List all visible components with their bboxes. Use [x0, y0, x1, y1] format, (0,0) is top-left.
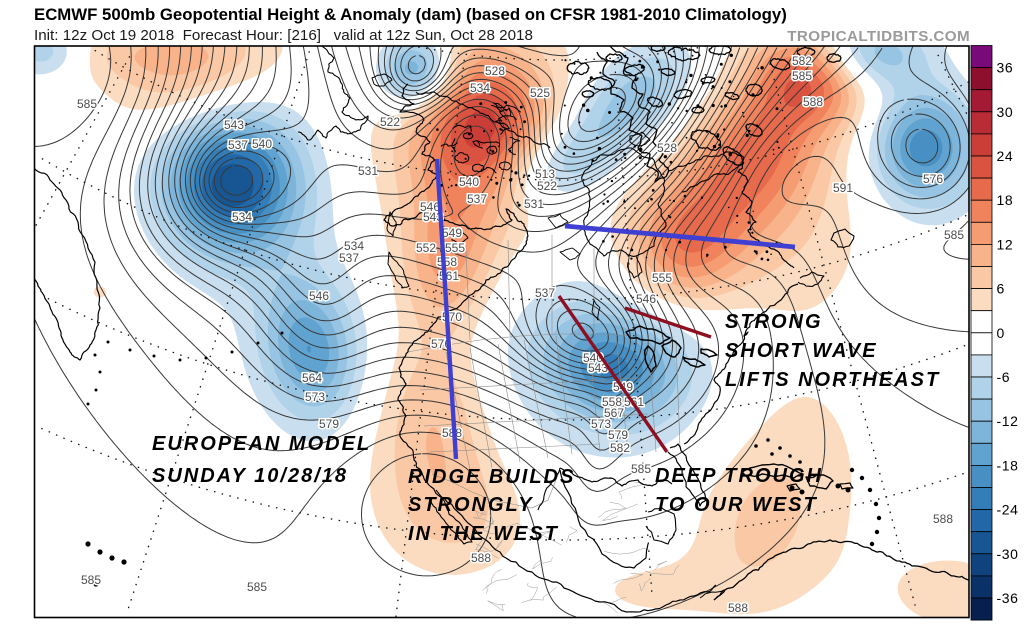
svg-text:558: 558	[437, 255, 457, 269]
svg-text:12: 12	[997, 236, 1014, 252]
svg-text:-6: -6	[997, 369, 1011, 385]
svg-text:LIFTS NORTHEAST: LIFTS NORTHEAST	[725, 369, 940, 391]
svg-text:540: 540	[252, 137, 272, 151]
svg-text:537: 537	[467, 192, 487, 206]
svg-text:RIDGE BUILDS: RIDGE BUILDS	[408, 466, 575, 488]
svg-text:534: 534	[470, 81, 490, 95]
svg-text:555: 555	[445, 241, 465, 255]
svg-text:SHORT WAVE: SHORT WAVE	[725, 340, 878, 362]
svg-text:Init: 12z Oct 19 2018 Forecas: Init: 12z Oct 19 2018 Forecast Hour: [21…	[34, 27, 533, 44]
svg-text:6: 6	[997, 281, 1005, 297]
svg-text:585: 585	[247, 580, 267, 594]
svg-text:573: 573	[305, 390, 325, 404]
svg-text:513: 513	[535, 167, 555, 181]
svg-text:552: 552	[416, 241, 436, 255]
svg-text:585: 585	[81, 573, 101, 587]
svg-text:579: 579	[608, 428, 628, 442]
svg-text:585: 585	[792, 69, 812, 83]
svg-text:537: 537	[228, 138, 248, 152]
svg-text:18: 18	[997, 192, 1014, 208]
svg-text:579: 579	[319, 417, 339, 431]
svg-text:558: 558	[602, 395, 622, 409]
svg-text:546: 546	[636, 292, 656, 306]
svg-text:528: 528	[485, 64, 505, 78]
svg-text:ECMWF 500mb Geopotential Heigh: ECMWF 500mb Geopotential Height & Anomal…	[34, 5, 787, 24]
svg-text:EUROPEAN MODEL: EUROPEAN MODEL	[152, 433, 371, 455]
svg-text:30: 30	[997, 104, 1014, 120]
svg-text:-12: -12	[997, 413, 1019, 429]
svg-text:TROPICALTIDBITS.COM: TROPICALTIDBITS.COM	[787, 28, 970, 45]
svg-text:588: 588	[803, 95, 823, 109]
svg-text:522: 522	[380, 115, 400, 129]
svg-text:528: 528	[657, 141, 677, 155]
svg-text:534: 534	[232, 210, 252, 224]
svg-text:STRONGLY: STRONGLY	[408, 494, 534, 516]
svg-text:-36: -36	[997, 590, 1019, 606]
svg-text:588: 588	[471, 551, 491, 565]
svg-text:588: 588	[728, 601, 748, 615]
svg-text:585: 585	[631, 462, 651, 476]
svg-text:TO OUR WEST: TO OUR WEST	[655, 494, 818, 516]
svg-text:SUNDAY 10/28/18: SUNDAY 10/28/18	[152, 465, 348, 487]
svg-text:576: 576	[923, 172, 943, 186]
svg-text:585: 585	[944, 228, 964, 242]
svg-text:534: 534	[344, 239, 364, 253]
svg-text:564: 564	[302, 371, 322, 385]
svg-text:573: 573	[591, 417, 611, 431]
svg-text:591: 591	[833, 181, 853, 195]
svg-text:543: 543	[224, 118, 244, 132]
svg-text:531: 531	[524, 197, 544, 211]
svg-text:555: 555	[652, 271, 672, 285]
svg-text:-30: -30	[997, 546, 1019, 562]
svg-text:36: 36	[997, 60, 1014, 76]
svg-text:525: 525	[530, 86, 550, 100]
svg-text:537: 537	[339, 251, 359, 265]
svg-text:549: 549	[442, 226, 462, 240]
svg-text:546: 546	[309, 289, 329, 303]
svg-text:STRONG: STRONG	[725, 311, 823, 333]
svg-text:24: 24	[997, 148, 1014, 164]
svg-text:540: 540	[459, 175, 479, 189]
svg-text:531: 531	[358, 164, 378, 178]
svg-text:588: 588	[933, 512, 953, 526]
svg-text:0: 0	[997, 325, 1005, 341]
svg-text:IN THE WEST: IN THE WEST	[408, 523, 559, 545]
svg-text:-18: -18	[997, 457, 1019, 473]
svg-text:567: 567	[604, 406, 624, 420]
svg-text:582: 582	[610, 441, 630, 455]
svg-text:546: 546	[420, 200, 440, 214]
svg-text:537: 537	[535, 286, 555, 300]
svg-text:582: 582	[792, 54, 812, 68]
svg-text:522: 522	[537, 179, 557, 193]
svg-text:-24: -24	[997, 502, 1019, 518]
svg-text:585: 585	[77, 97, 97, 111]
svg-text:DEEP TROUGH: DEEP TROUGH	[655, 465, 823, 487]
